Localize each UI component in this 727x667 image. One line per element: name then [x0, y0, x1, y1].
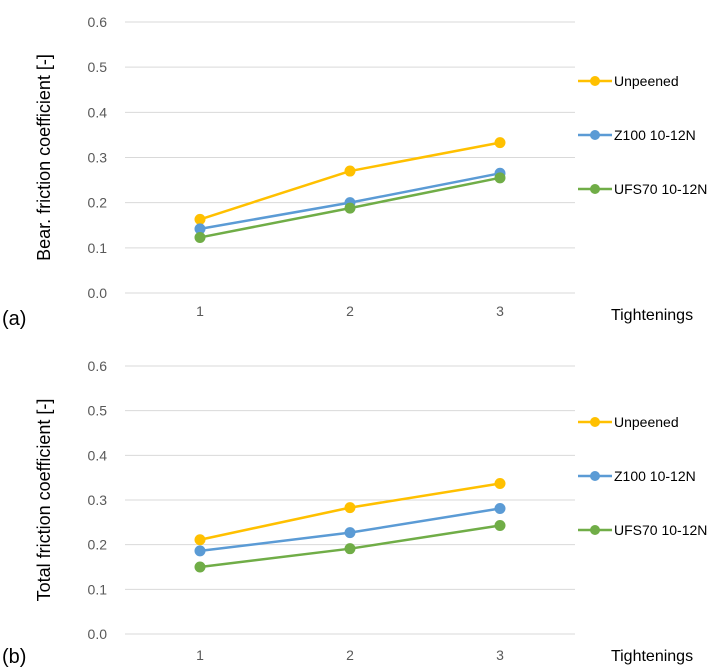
y-tick-label: 0.2 [88, 537, 108, 553]
data-point [194, 213, 206, 225]
y-axis-label: Total friction coefficient [-] [34, 399, 54, 602]
data-point [194, 545, 206, 557]
legend-label: UFS70 10-12N [614, 522, 707, 538]
y-tick-label: 0.4 [88, 447, 108, 463]
data-point [344, 527, 356, 539]
x-tick-label: 3 [496, 303, 504, 319]
chart-panel-1: 0.0 0.1 0.2 0.3 0.4 0.5 0.6 1 2 3 Bear. friction c… [2, 14, 707, 330]
legend-marker [590, 525, 600, 535]
x-tick-label: 1 [196, 647, 204, 663]
y-tick-label: 0.6 [88, 358, 108, 374]
legend-marker [590, 130, 600, 140]
legend-marker [590, 471, 600, 481]
legend-marker [590, 76, 600, 86]
data-point [194, 231, 206, 243]
y-tick-label: 0.0 [88, 626, 108, 642]
y-tick-label: 0.3 [88, 150, 108, 166]
legend-label: Unpeened [614, 73, 679, 89]
legend-marker [590, 184, 600, 194]
y-tick-label: 0.5 [88, 59, 108, 75]
y-tick-label: 0.6 [88, 14, 108, 30]
y-tick-label: 0.0 [88, 285, 108, 301]
data-point [494, 519, 506, 531]
legend-marker [590, 417, 600, 427]
x-axis-label: Tightenings [611, 307, 693, 324]
y-tick-label: 0.3 [88, 492, 108, 508]
x-tick-label: 3 [496, 647, 504, 663]
legend-label: Z100 10-12N [614, 127, 696, 143]
y-tick-label: 0.4 [88, 104, 108, 120]
y-tick-label: 0.1 [88, 581, 108, 597]
y-tick-label: 0.2 [88, 195, 108, 211]
x-tick-label: 1 [196, 303, 204, 319]
x-tick-label: 2 [346, 647, 354, 663]
data-point [494, 502, 506, 514]
data-point [494, 477, 506, 489]
data-point [494, 137, 506, 149]
x-axis-label: Tightenings [611, 648, 693, 665]
y-axis-label: Bear. friction coefficient [-] [34, 54, 54, 261]
panel-label: (a) [2, 308, 26, 330]
data-point [344, 502, 356, 514]
panel-label: (b) [2, 646, 26, 667]
legend-label: Z100 10-12N [614, 468, 696, 484]
data-point [194, 561, 206, 573]
data-point [194, 534, 206, 546]
legend-label: Unpeened [614, 414, 679, 430]
y-tick-label: 0.1 [88, 240, 108, 256]
data-point [344, 202, 356, 214]
x-tick-label: 2 [346, 303, 354, 319]
data-point [344, 165, 356, 177]
chart-panel-2: 0.0 0.1 0.2 0.3 0.4 0.5 0.6 1 2 3 Total friction c… [2, 358, 707, 667]
y-tick-label: 0.5 [88, 403, 108, 419]
data-point [344, 543, 356, 555]
legend-label: UFS70 10-12N [614, 181, 707, 197]
data-point [494, 172, 506, 184]
